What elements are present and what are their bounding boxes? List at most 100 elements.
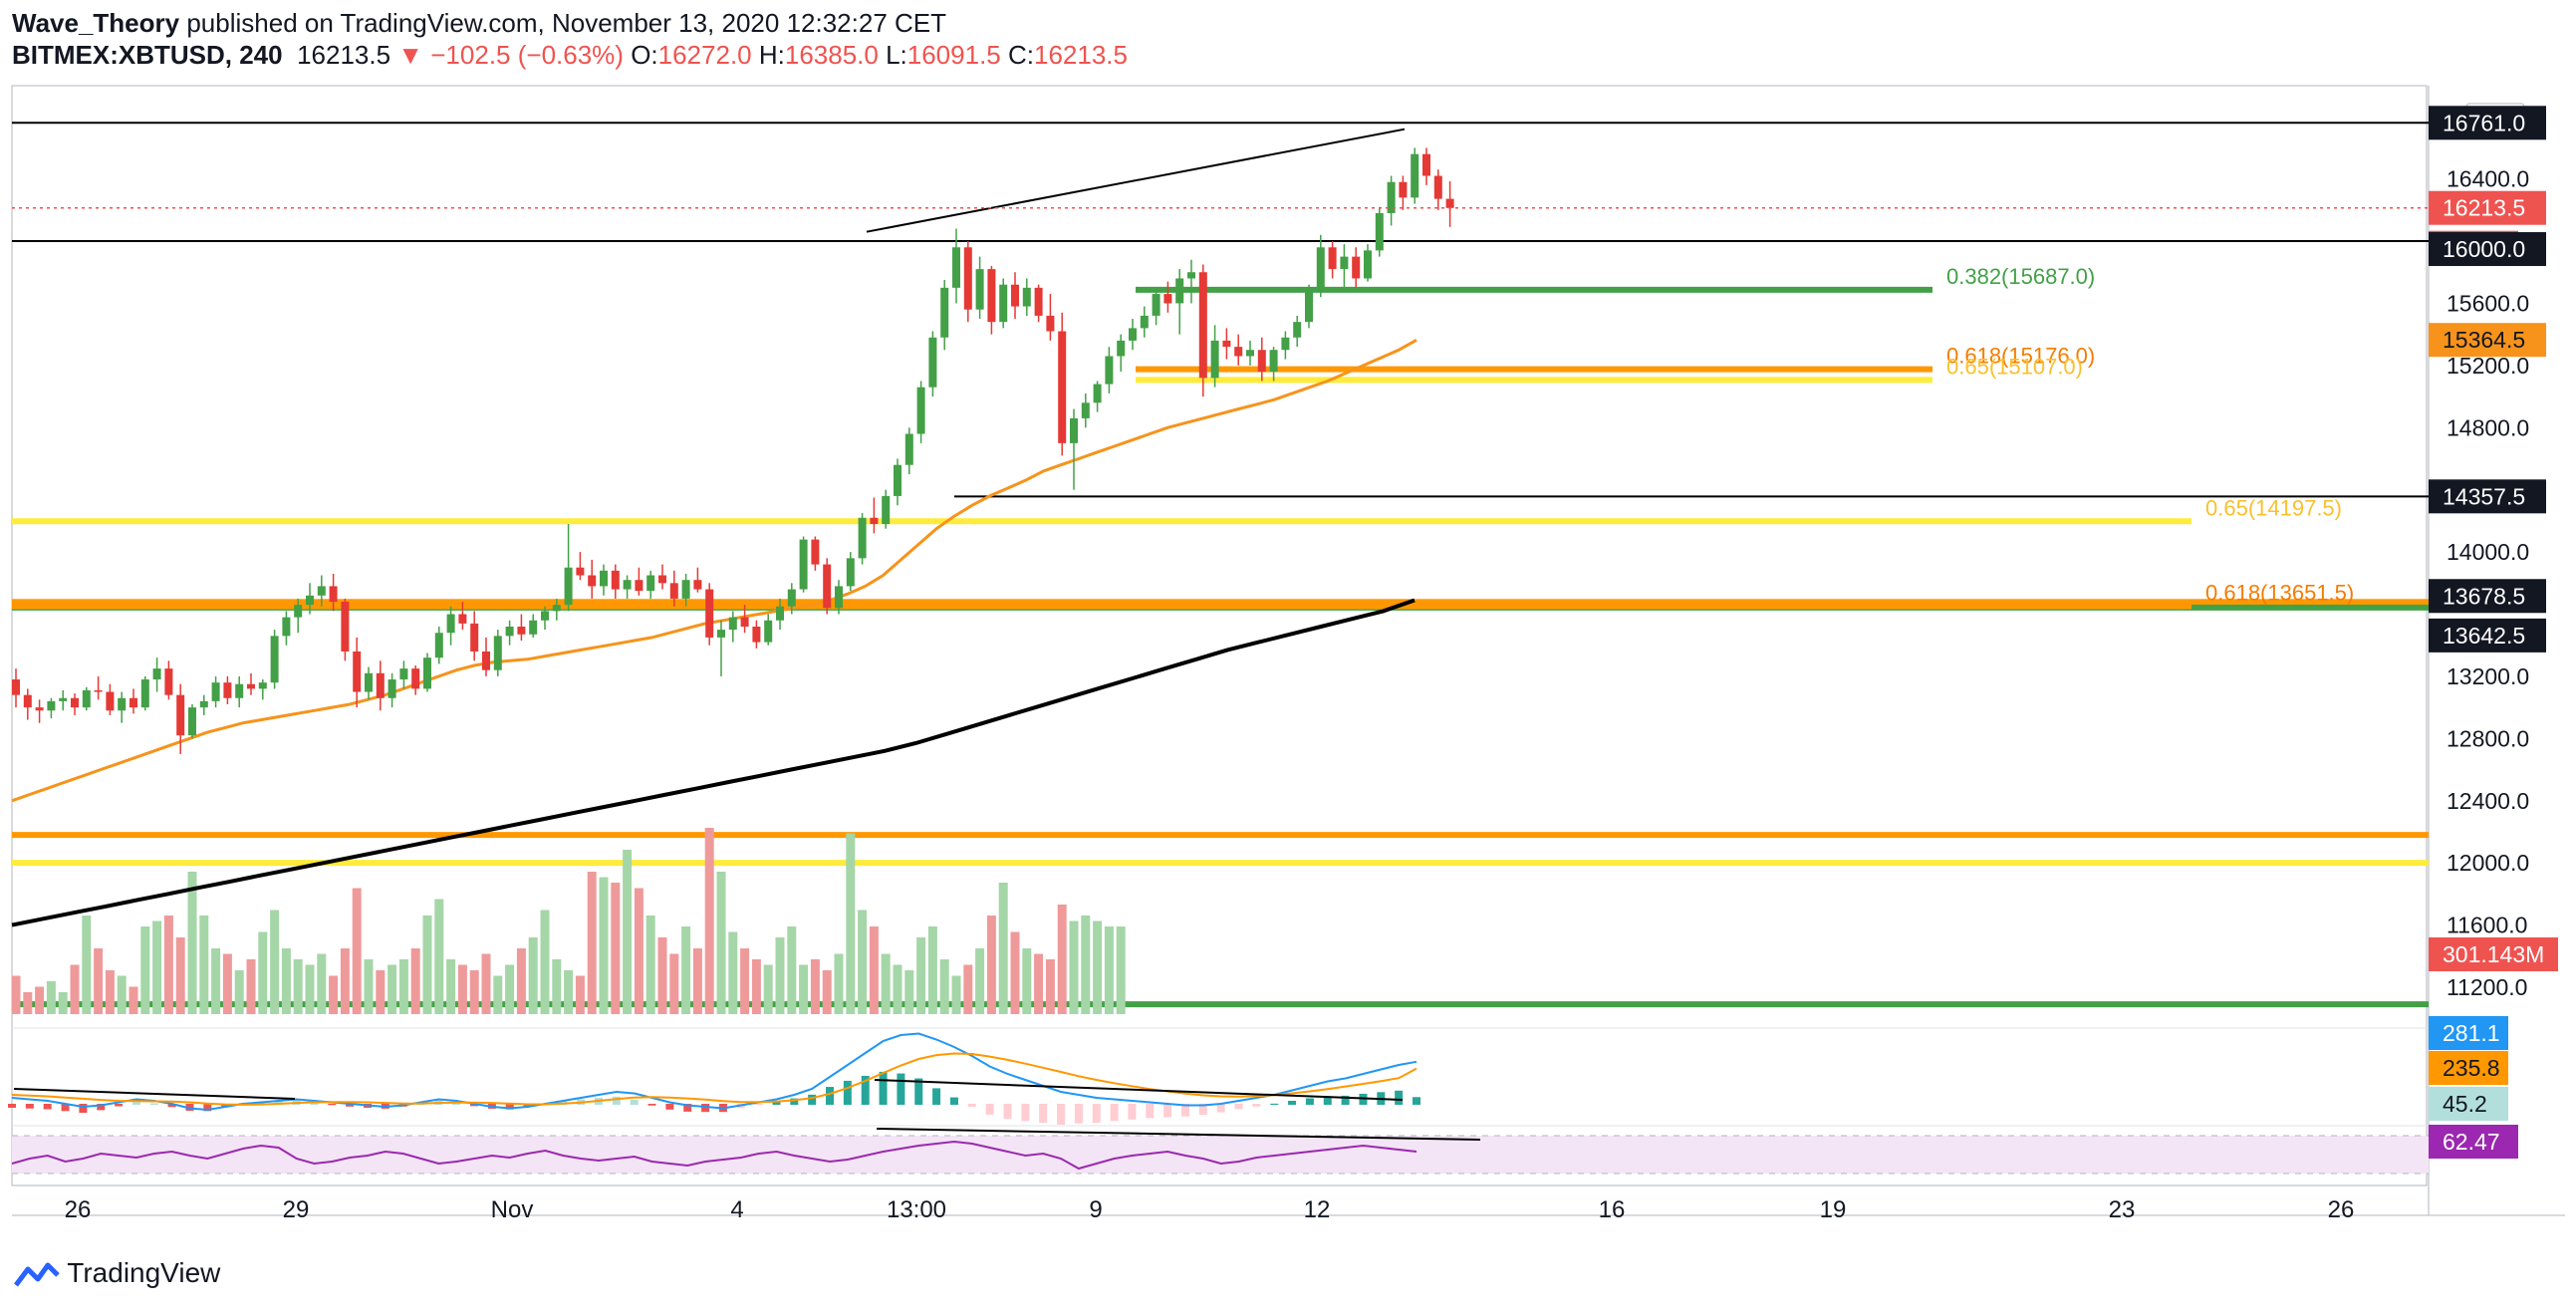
volume-bar bbox=[140, 926, 150, 1014]
volume-bar bbox=[528, 937, 538, 1014]
candle-body bbox=[1375, 212, 1384, 251]
volume-bar bbox=[246, 959, 256, 1014]
candle-body bbox=[1011, 284, 1019, 307]
candle-body bbox=[894, 464, 902, 496]
volume-bar bbox=[611, 883, 621, 1014]
candle-body bbox=[1364, 250, 1372, 279]
macd-hist-bar bbox=[1305, 1098, 1314, 1105]
candle-body bbox=[129, 697, 137, 708]
time-tick-label: Nov bbox=[491, 1196, 534, 1223]
level-label-16000: 16000.0 bbox=[2443, 236, 2525, 262]
candle-body bbox=[1422, 153, 1430, 176]
macd-hist-bar bbox=[1288, 1101, 1297, 1105]
volume-bar bbox=[1081, 916, 1091, 1014]
candle-body bbox=[776, 606, 784, 621]
macd-hist-bar bbox=[967, 1104, 976, 1107]
price-tick-label: 12800.0 bbox=[2447, 725, 2529, 751]
macd-hist-bar bbox=[25, 1104, 34, 1109]
volume-bar bbox=[963, 964, 973, 1014]
candle-body bbox=[152, 668, 161, 680]
volume-bar bbox=[587, 872, 597, 1014]
candle-body bbox=[82, 689, 91, 708]
candle-body bbox=[882, 495, 891, 525]
candle-body bbox=[623, 580, 632, 590]
macd-hist-bar bbox=[861, 1075, 870, 1105]
volume-bar bbox=[410, 948, 420, 1014]
level-label-13642: 13642.5 bbox=[2443, 623, 2525, 649]
macd-hist-bar bbox=[1341, 1095, 1350, 1105]
candle-body bbox=[669, 583, 678, 599]
candle-body bbox=[529, 620, 538, 635]
ma50-label-box bbox=[2429, 323, 2546, 358]
candle-body bbox=[1046, 315, 1055, 332]
tradingview-logo[interactable]: TradingView bbox=[14, 1257, 220, 1289]
volume-bar bbox=[1034, 953, 1044, 1014]
close-value: 16213.5 bbox=[1033, 40, 1128, 70]
candle-body bbox=[999, 284, 1008, 323]
macd-signal-line bbox=[11, 1052, 1417, 1106]
signal-value-label: 235.8 bbox=[2443, 1055, 2500, 1081]
candle-body bbox=[282, 617, 291, 637]
price-tick-label: 15600.0 bbox=[2447, 290, 2529, 316]
candle-body bbox=[1305, 290, 1313, 323]
high-label: H: bbox=[758, 40, 785, 70]
candle-body bbox=[1093, 384, 1102, 403]
volume-bar bbox=[775, 937, 785, 1014]
volume-bar bbox=[481, 953, 491, 1014]
volume-bar bbox=[704, 828, 714, 1014]
candle-body bbox=[470, 623, 479, 652]
volume-bar bbox=[645, 916, 655, 1014]
macd-hist-bar bbox=[754, 1104, 763, 1106]
macd-value-label-box bbox=[2429, 1016, 2508, 1050]
candle-body bbox=[258, 682, 267, 689]
volume-bar bbox=[799, 964, 809, 1014]
time-tick-label: 19 bbox=[1820, 1196, 1847, 1223]
candle-body bbox=[12, 679, 20, 695]
candle-body bbox=[505, 626, 514, 637]
candle-body bbox=[1293, 322, 1302, 338]
candle-body bbox=[47, 700, 56, 711]
volume-bar bbox=[927, 926, 937, 1014]
volume-bar bbox=[657, 937, 667, 1014]
candle-body bbox=[1387, 181, 1396, 213]
volume-bar bbox=[1116, 926, 1126, 1014]
candle-body bbox=[1187, 272, 1195, 279]
macd-hist-bar bbox=[523, 1104, 532, 1108]
candle-body bbox=[764, 620, 773, 643]
volume-bar bbox=[692, 948, 702, 1014]
time-tick-label: 13:00 bbox=[887, 1196, 946, 1223]
macd-trendline-2 bbox=[874, 1079, 1404, 1101]
volume-bar bbox=[352, 888, 362, 1014]
volume-bar bbox=[1104, 926, 1114, 1014]
fib-label-3: 0.65(14197.5) bbox=[2205, 495, 2342, 520]
candle-body bbox=[458, 614, 467, 624]
candle-body bbox=[1022, 287, 1031, 307]
volume-bar bbox=[916, 937, 926, 1014]
macd-hist-bar bbox=[203, 1104, 212, 1112]
volume-bar bbox=[881, 953, 891, 1014]
candle-body bbox=[1117, 340, 1126, 357]
level-label-13678: 13678.5 bbox=[2443, 583, 2525, 609]
volume-bar bbox=[398, 959, 408, 1014]
volume-bar bbox=[281, 948, 291, 1014]
candle-body bbox=[199, 700, 208, 708]
candle-body bbox=[1328, 247, 1337, 270]
candle-body bbox=[823, 564, 832, 609]
macd-hist-bar bbox=[470, 1104, 479, 1107]
candle-body bbox=[341, 602, 350, 652]
macd-hist-bar bbox=[328, 1104, 337, 1106]
rsi-line bbox=[11, 1140, 1417, 1171]
candle-body bbox=[1352, 256, 1361, 279]
down-arrow-icon: ▼ bbox=[397, 40, 424, 70]
price-tick-label: 13200.0 bbox=[2447, 663, 2529, 689]
macd-hist-bar bbox=[115, 1104, 124, 1107]
author-name[interactable]: Wave_Theory bbox=[12, 8, 180, 38]
candle-body bbox=[588, 575, 597, 587]
volume-bar bbox=[129, 986, 138, 1014]
macd-hist-bar bbox=[346, 1104, 355, 1107]
volume-bar bbox=[376, 970, 386, 1014]
candle-body bbox=[646, 575, 655, 592]
level-label-13642-box bbox=[2429, 618, 2546, 653]
volume-bar bbox=[834, 953, 844, 1014]
